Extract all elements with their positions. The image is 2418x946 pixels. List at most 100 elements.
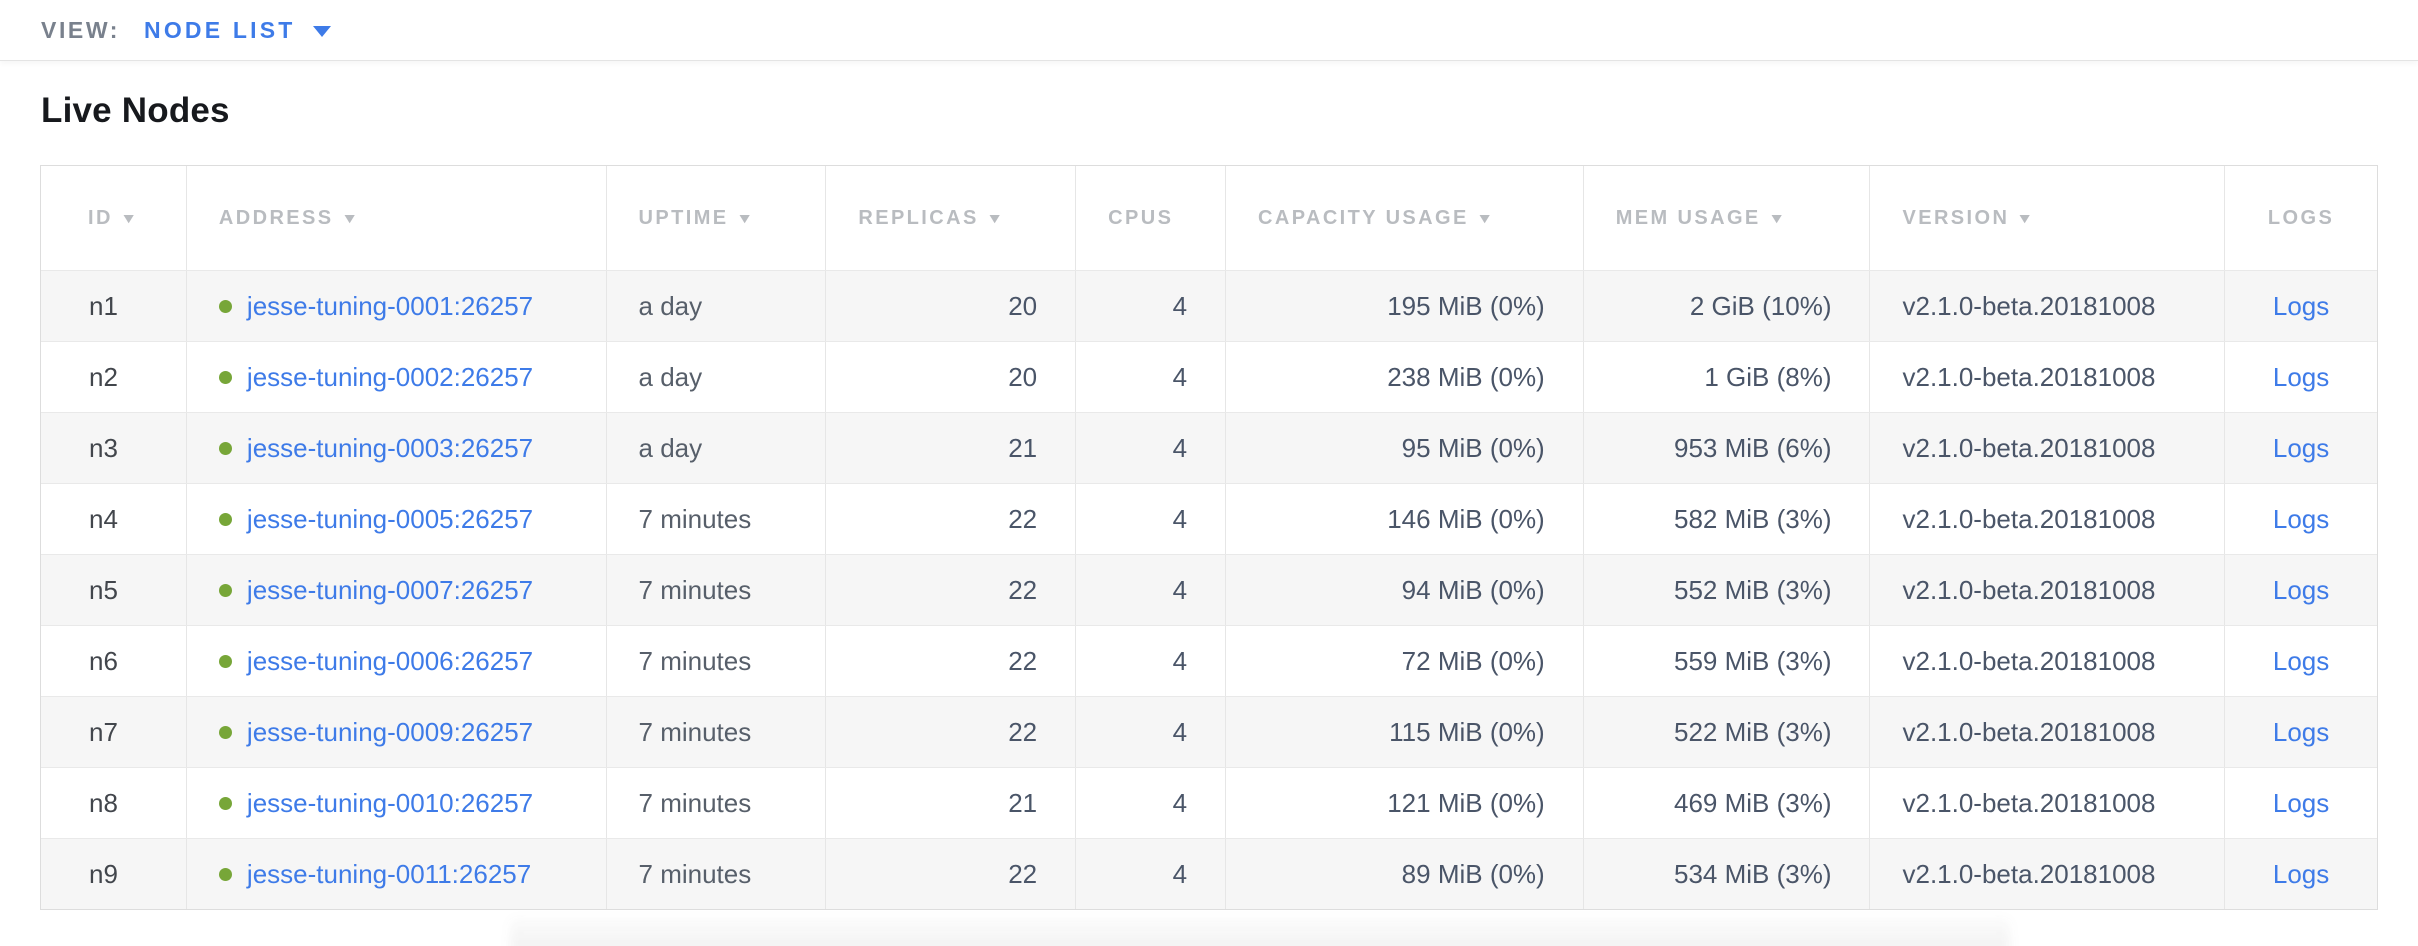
node-address-link[interactable]: jesse-tuning-0011:26257 xyxy=(246,858,532,889)
cell-value: 4 xyxy=(1172,645,1188,676)
cell-address: jesse-tuning-0009:26257 xyxy=(185,697,606,767)
cell-id: n5 xyxy=(41,555,186,625)
column-header-id[interactable]: ID ▼ xyxy=(41,166,186,270)
cell-mem: 1 GiB (8%) xyxy=(1582,342,1870,412)
column-header-uptime[interactable]: UPTIME ▼ xyxy=(605,166,826,270)
table-row: n6 jesse-tuning-0006:26257 7 minutes 22 4 72 … xyxy=(41,625,2377,696)
cell-value: n6 xyxy=(89,645,118,676)
cell-replicas: 20 xyxy=(825,271,1075,341)
column-header-address[interactable]: ADDRESS ▼ xyxy=(185,166,606,270)
cell-version: v2.1.0-beta.20181008 xyxy=(1869,555,2224,625)
column-header-capacity[interactable]: CAPACITY USAGE ▼ xyxy=(1225,166,1583,270)
node-live-status-icon xyxy=(218,441,232,455)
cell-value: 20 xyxy=(1008,290,1038,321)
cell-cpus: 4 xyxy=(1075,555,1225,625)
node-live-status-icon xyxy=(218,654,232,668)
node-logs-link[interactable]: Logs xyxy=(2272,432,2330,463)
cell-id: n9 xyxy=(41,839,186,909)
cell-id: n8 xyxy=(41,768,186,838)
node-logs-link[interactable]: Logs xyxy=(2272,503,2330,534)
node-address-link[interactable]: jesse-tuning-0007:26257 xyxy=(246,574,534,605)
cell-value: v2.1.0-beta.20181008 xyxy=(1902,787,2156,818)
cell-version: v2.1.0-beta.20181008 xyxy=(1869,342,2224,412)
node-live-status-icon xyxy=(218,583,232,597)
cell-mem: 559 MiB (3%) xyxy=(1582,626,1870,696)
cell-value: v2.1.0-beta.20181008 xyxy=(1902,574,2156,605)
node-address-link[interactable]: jesse-tuning-0001:26257 xyxy=(246,290,534,321)
cell-value: 4 xyxy=(1172,787,1188,818)
cell-replicas: 20 xyxy=(825,342,1075,412)
below-fold-shadow xyxy=(510,918,2010,946)
cell-version: v2.1.0-beta.20181008 xyxy=(1869,413,2224,483)
cell-cpus: 4 xyxy=(1075,839,1225,909)
node-address-link[interactable]: jesse-tuning-0005:26257 xyxy=(246,503,534,534)
cell-logs: Logs xyxy=(2224,839,2377,909)
cell-address: jesse-tuning-0003:26257 xyxy=(185,413,606,483)
column-header-logs: LOGS xyxy=(2224,166,2377,270)
node-logs-link[interactable]: Logs xyxy=(2272,716,2330,747)
cell-value: n1 xyxy=(89,290,118,321)
cell-value: 72 MiB (0%) xyxy=(1401,645,1545,676)
cell-logs: Logs xyxy=(2224,555,2377,625)
cell-uptime: 7 minutes xyxy=(605,555,826,625)
cell-value: 4 xyxy=(1172,858,1188,889)
node-address-link[interactable]: jesse-tuning-0009:26257 xyxy=(246,716,534,747)
table-row: n7 jesse-tuning-0009:26257 7 minutes 22 4 115… xyxy=(41,696,2377,767)
node-live-status-icon xyxy=(218,725,232,739)
column-header-label: ID xyxy=(88,206,113,229)
cell-address: jesse-tuning-0005:26257 xyxy=(185,484,606,554)
cell-value: 22 xyxy=(1008,716,1038,747)
node-logs-link[interactable]: Logs xyxy=(2272,290,2330,321)
cell-logs: Logs xyxy=(2224,768,2377,838)
column-header-version[interactable]: VERSION ▼ xyxy=(1869,166,2224,270)
node-address-link[interactable]: jesse-tuning-0002:26257 xyxy=(246,361,534,392)
cell-value: 22 xyxy=(1008,503,1038,534)
view-dropdown-value: NODE LIST xyxy=(144,16,296,43)
cell-capacity: 89 MiB (0%) xyxy=(1225,839,1583,909)
cell-uptime: a day xyxy=(605,413,826,483)
node-address-link[interactable]: jesse-tuning-0010:26257 xyxy=(246,787,534,818)
cell-value: n4 xyxy=(89,503,118,534)
node-address-link[interactable]: jesse-tuning-0003:26257 xyxy=(246,432,534,463)
cell-logs: Logs xyxy=(2224,342,2377,412)
node-logs-link[interactable]: Logs xyxy=(2272,645,2330,676)
cell-value: n5 xyxy=(89,574,118,605)
cell-address: jesse-tuning-0010:26257 xyxy=(185,768,606,838)
cell-id: n2 xyxy=(41,342,186,412)
cell-value: 4 xyxy=(1172,361,1188,392)
page-title: Live Nodes xyxy=(41,91,230,130)
cell-replicas: 22 xyxy=(825,626,1075,696)
column-header-label: CAPACITY USAGE xyxy=(1258,206,1469,229)
cell-value: 22 xyxy=(1008,858,1038,889)
node-address-link[interactable]: jesse-tuning-0006:26257 xyxy=(246,645,534,676)
cell-capacity: 121 MiB (0%) xyxy=(1225,768,1583,838)
node-live-status-icon xyxy=(218,370,232,384)
view-label: VIEW: xyxy=(41,16,121,43)
cell-capacity: 195 MiB (0%) xyxy=(1225,271,1583,341)
node-logs-link[interactable]: Logs xyxy=(2272,574,2330,605)
view-dropdown[interactable]: NODE LIST xyxy=(144,16,331,44)
table-row: n9 jesse-tuning-0011:26257 7 minutes 22 4 89 … xyxy=(41,838,2377,909)
cell-mem: 534 MiB (3%) xyxy=(1582,839,1870,909)
table-row: n8 jesse-tuning-0010:26257 7 minutes 21 4 121… xyxy=(41,767,2377,838)
cell-value: n8 xyxy=(89,787,118,818)
column-header-mem[interactable]: MEM USAGE ▼ xyxy=(1582,166,1870,270)
cell-uptime: a day xyxy=(605,342,826,412)
cell-value: 146 MiB (0%) xyxy=(1387,503,1545,534)
cell-address: jesse-tuning-0002:26257 xyxy=(185,342,606,412)
sort-arrow-icon: ▼ xyxy=(1475,210,1497,226)
node-logs-link[interactable]: Logs xyxy=(2272,858,2330,889)
cell-value: 1 GiB (8%) xyxy=(1704,361,1832,392)
live-nodes-table: ID ▼ ADDRESS ▼ UPTIME ▼ REPLICAS ▼ CPUS CAPACITY … xyxy=(40,165,2378,910)
node-logs-link[interactable]: Logs xyxy=(2272,361,2330,392)
cell-cpus: 4 xyxy=(1075,271,1225,341)
cell-value: 21 xyxy=(1008,432,1038,463)
cell-value: 22 xyxy=(1008,645,1038,676)
cell-mem: 953 MiB (6%) xyxy=(1582,413,1870,483)
cell-capacity: 94 MiB (0%) xyxy=(1225,555,1583,625)
cell-value: 4 xyxy=(1172,432,1188,463)
node-logs-link[interactable]: Logs xyxy=(2272,787,2330,818)
cell-value: 522 MiB (3%) xyxy=(1673,716,1832,747)
cell-value: 4 xyxy=(1172,574,1188,605)
column-header-replicas[interactable]: REPLICAS ▼ xyxy=(825,166,1075,270)
